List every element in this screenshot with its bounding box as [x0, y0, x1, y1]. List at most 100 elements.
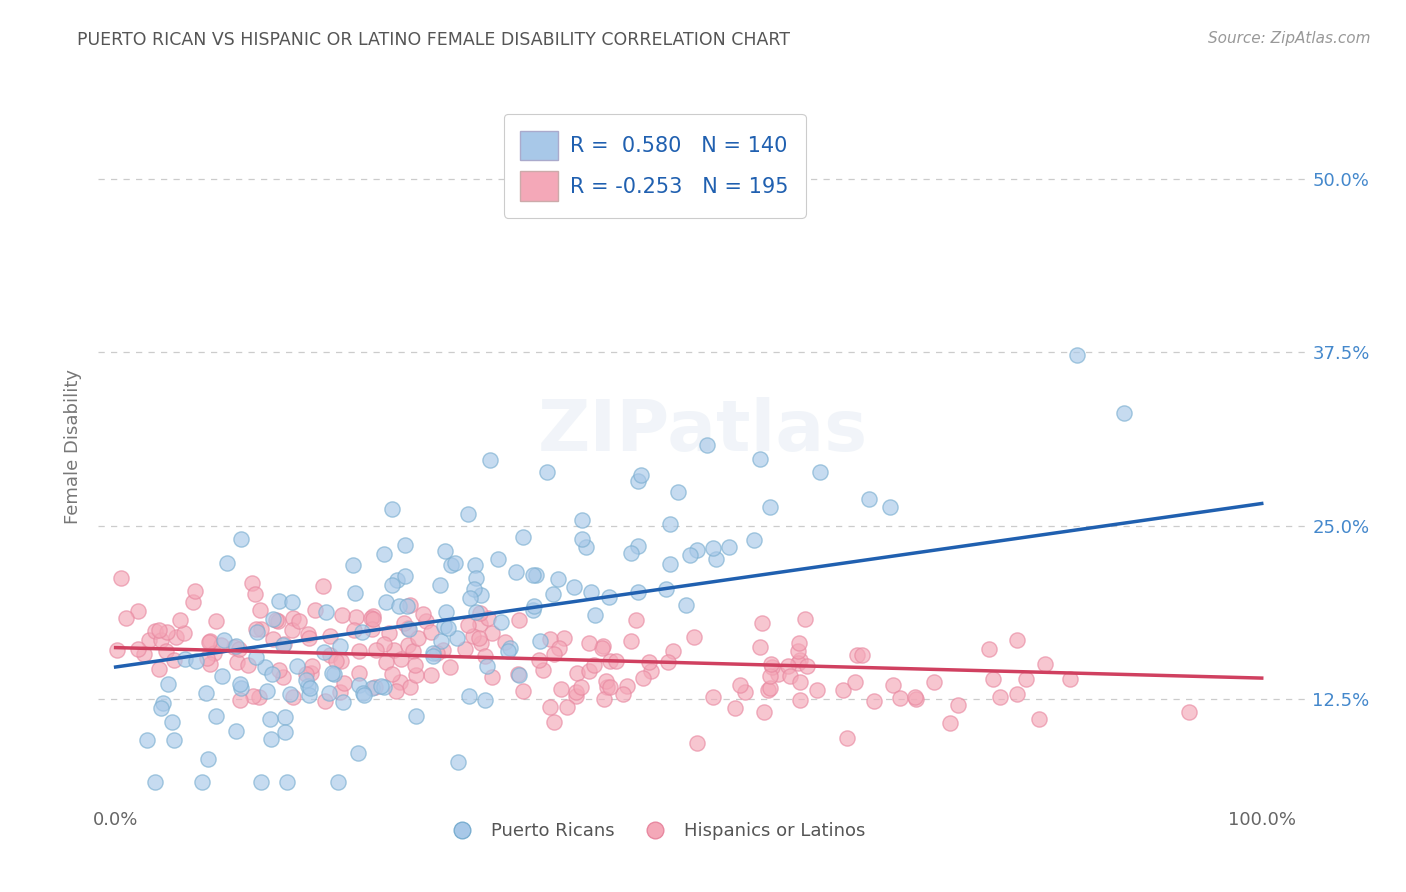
Point [468, 617, 491, 632]
Point [256, 684, 278, 698]
Point [148, 623, 170, 637]
Point [808, 466, 831, 480]
Point [704, 552, 727, 566]
Point [264, 613, 287, 627]
Point [659, 558, 682, 572]
Point [127, 604, 149, 618]
Point [470, 636, 492, 650]
Point [420, 668, 443, 682]
Point [583, 608, 606, 623]
Point [361, 608, 384, 623]
Point [226, 655, 249, 669]
Point [786, 644, 808, 658]
Point [143, 624, 166, 638]
Point [136, 733, 159, 747]
Point [387, 574, 409, 588]
Point [578, 636, 600, 650]
Point [496, 644, 519, 658]
Point [278, 687, 301, 701]
Point [298, 688, 321, 702]
Point [742, 533, 765, 548]
Point [404, 657, 426, 672]
Point [332, 696, 354, 710]
Point [751, 616, 773, 631]
Point [627, 539, 650, 553]
Point [373, 681, 395, 695]
Point [433, 618, 456, 632]
Point [1177, 705, 1199, 719]
Point [160, 715, 183, 730]
Point [163, 733, 186, 747]
Point [1005, 632, 1028, 647]
Point [616, 679, 638, 693]
Point [434, 605, 457, 619]
Point [605, 654, 627, 668]
Point [627, 475, 650, 489]
Point [366, 643, 388, 657]
Point [389, 675, 412, 690]
Point [242, 690, 264, 704]
Point [281, 595, 304, 609]
Point [440, 558, 463, 573]
Point [425, 647, 447, 661]
Point [988, 690, 1011, 705]
Point [662, 644, 685, 658]
Point [375, 595, 398, 609]
Point [249, 603, 271, 617]
Point [229, 677, 252, 691]
Point [523, 599, 546, 613]
Point [353, 688, 375, 702]
Point [249, 775, 271, 789]
Point [761, 657, 783, 671]
Point [543, 715, 565, 730]
Point [236, 658, 259, 673]
Point [582, 658, 605, 673]
Point [398, 622, 420, 636]
Point [200, 634, 222, 648]
Point [575, 541, 598, 555]
Point [346, 746, 368, 760]
Point [904, 692, 927, 706]
Point [474, 648, 496, 663]
Point [243, 587, 266, 601]
Point [470, 588, 492, 602]
Point [271, 670, 294, 684]
Point [360, 681, 382, 696]
Point [262, 667, 284, 681]
Point [332, 675, 354, 690]
Point [294, 673, 316, 688]
Point [553, 631, 575, 645]
Point [776, 659, 799, 673]
Point [349, 666, 371, 681]
Point [245, 650, 267, 665]
Point [301, 658, 323, 673]
Point [638, 655, 661, 669]
Point [543, 647, 565, 661]
Point [529, 653, 551, 667]
Point [555, 699, 578, 714]
Point [352, 625, 374, 640]
Point [138, 633, 160, 648]
Point [385, 684, 408, 698]
Point [789, 652, 811, 666]
Point [134, 647, 156, 661]
Point [297, 626, 319, 640]
Point [939, 716, 962, 731]
Point [593, 692, 616, 706]
Point [392, 615, 415, 630]
Point [389, 652, 412, 666]
Point [562, 580, 585, 594]
Point [524, 568, 547, 582]
Point [422, 648, 444, 663]
Point [620, 634, 643, 648]
Point [149, 632, 172, 647]
Point [269, 664, 291, 678]
Point [156, 625, 179, 640]
Point [222, 640, 245, 654]
Point [596, 680, 619, 694]
Point [564, 685, 586, 699]
Point [1112, 406, 1135, 420]
Point [105, 643, 128, 657]
Point [675, 598, 697, 612]
Point [579, 585, 602, 599]
